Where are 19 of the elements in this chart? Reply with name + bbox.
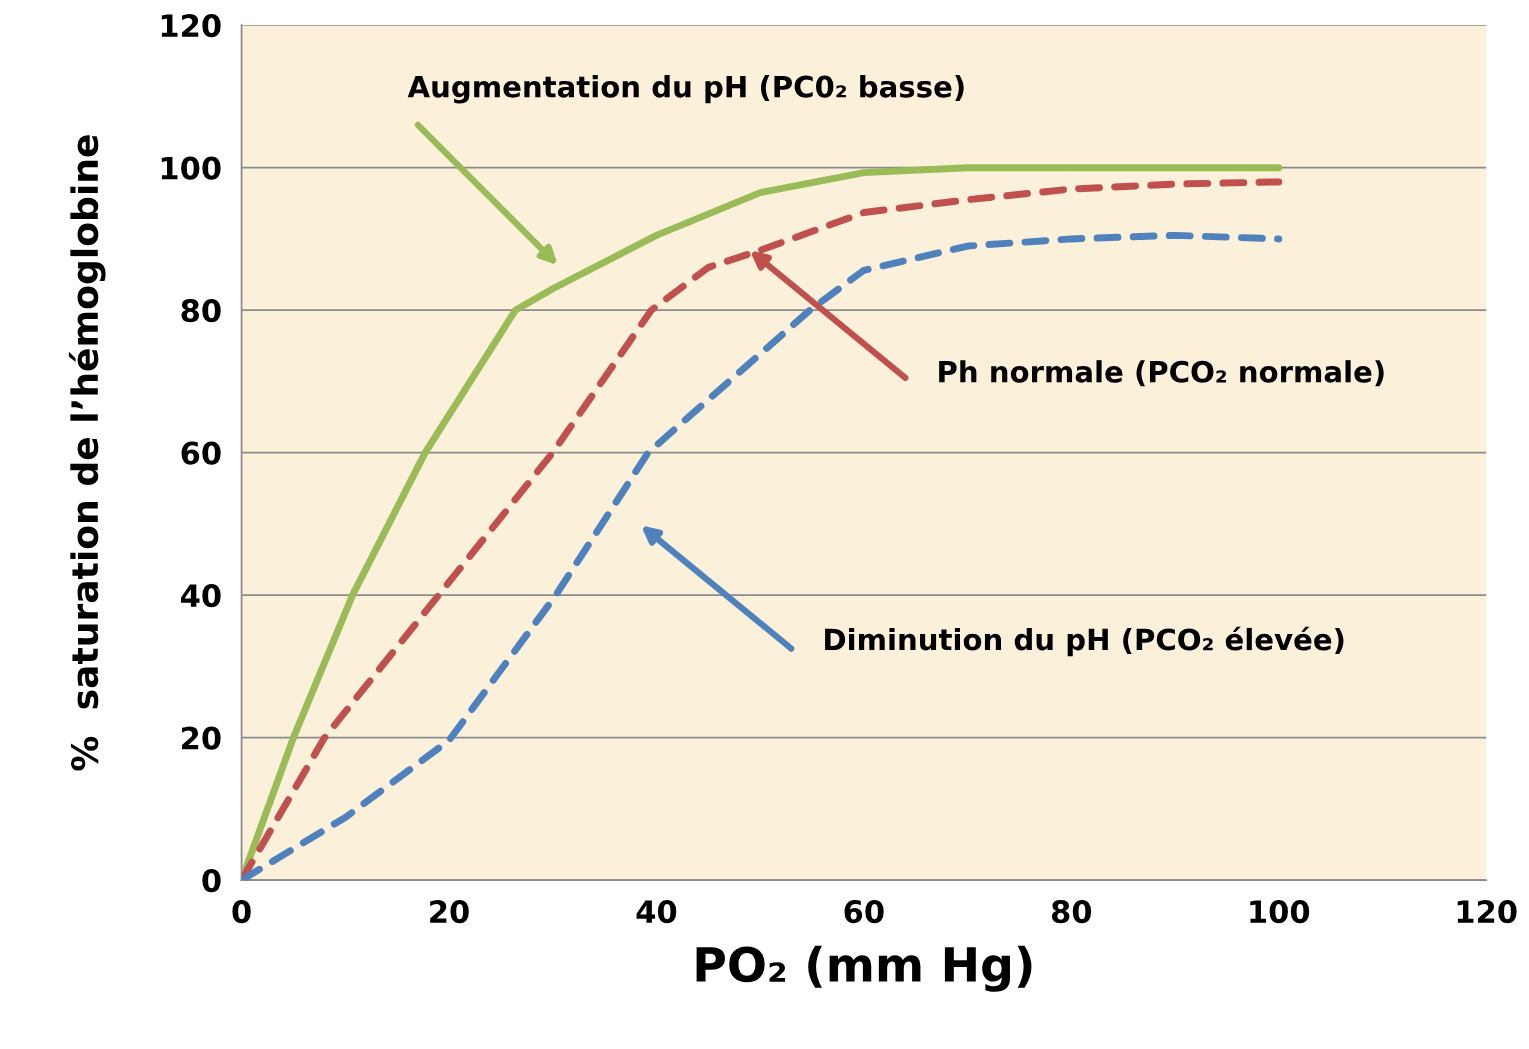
y-axis-title: % saturation de l’hémoglobine — [68, 135, 106, 771]
y-tick-label: 120 — [161, 14, 221, 38]
y-tick-label: 20 — [182, 726, 221, 750]
x-tick-label: 80 — [1051, 900, 1092, 924]
annotation: Augmentation du pH (PC0₂ basse) — [407, 75, 964, 104]
x-tick-label: 20 — [430, 900, 469, 924]
y-tick-label: 80 — [181, 299, 221, 323]
x-axis-title: PO₂ (mm Hg) — [696, 945, 1032, 992]
y-tick-label: 60 — [181, 441, 221, 465]
y-tick-label: 100 — [161, 156, 221, 180]
annotation: Diminution du pH (PCO₂ élevée) — [825, 626, 1344, 657]
annotation: Ph normale (PCO₂ normale) — [939, 360, 1384, 387]
x-tick-label: 120 — [1457, 900, 1517, 924]
x-tick-label: 60 — [844, 900, 884, 924]
x-tick-label: 40 — [636, 900, 677, 924]
y-tick-label: 0 — [202, 869, 221, 893]
x-tick-label: 100 — [1250, 900, 1310, 924]
x-tick-label: 0 — [232, 900, 251, 924]
y-tick-label: 40 — [180, 584, 221, 608]
